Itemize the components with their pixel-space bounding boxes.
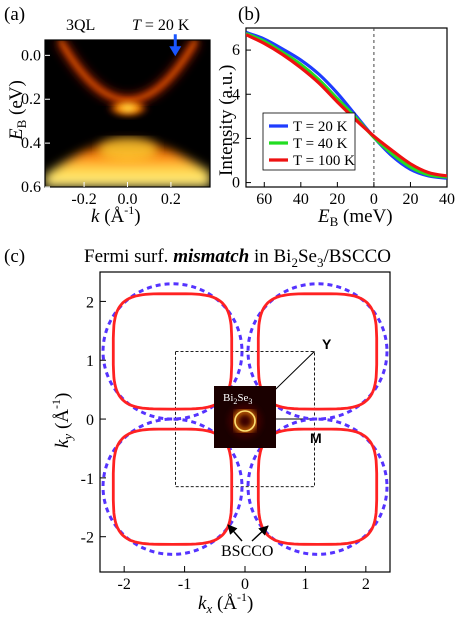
legend: T = 20 KT = 40 KT = 100 K [262, 112, 356, 171]
x-tick-label: -1 [178, 576, 191, 593]
panel-c-xlabel: kx (Å-1) [198, 590, 253, 616]
x-tick-label: 40 [293, 191, 309, 208]
legend-label: T = 20 K [293, 119, 348, 135]
y-tick-label: 0.2 [21, 91, 41, 108]
y-point-label: Y [322, 336, 332, 352]
panel-b-ylabel: Intensity (a.u.) [216, 65, 237, 176]
panel-b-letter: (b) [238, 4, 260, 25]
sample-label: 3QL [66, 17, 95, 34]
y-tick-label: 4 [232, 86, 240, 103]
x-tick-label: 2 [362, 576, 370, 593]
panel-a: (a) 3QL T = 20 K -0.2 0.0 0.20.00.20.40.6 … [4, 4, 211, 227]
y-tick-label: 0.6 [21, 179, 41, 196]
y-tick-label: -1 [81, 471, 94, 488]
panel-b-xlabel: EB (meV) [317, 206, 393, 229]
panel-a-letter: (a) [4, 4, 25, 25]
panel-a-ylabel: EB (eV) [6, 80, 29, 141]
series-line-t-100-k [246, 33, 447, 178]
panel-b: (b) 60 40 20 0 20 40 0 2 4 6 T = 20 KT = 40 KT = … [216, 4, 455, 229]
x-tick-label: 0.0 [118, 191, 138, 208]
bscco-fermi-surface [246, 417, 389, 556]
y-tick-label: 0 [86, 412, 94, 429]
panel-c: (c) Fermi surf. mismatch in Bi2Se3/BSCCO… [4, 246, 391, 616]
bscco-fermi-surface [101, 282, 244, 421]
panel-b-ticks: 60 40 20 0 20 40 0 2 4 6 [232, 42, 455, 208]
heatmap-bands [45, 40, 210, 187]
blue-arrow [169, 34, 182, 57]
bscco-fermi-surface [101, 417, 244, 556]
cone-vertex-glow [106, 98, 150, 118]
x-tick-label: 60 [256, 191, 272, 208]
inset-fermi-ring [234, 410, 256, 432]
blue-arrow-head [169, 46, 182, 57]
y-tick-label: 0.4 [21, 135, 41, 152]
bscco-arrow-left [227, 524, 243, 542]
m-point-label: M [310, 430, 322, 446]
series-line-t-40-k [246, 32, 447, 179]
bi2se3-fermi-surface [256, 427, 379, 546]
bscco-fermi-surface [246, 282, 389, 421]
intensity-curves [246, 30, 447, 180]
x-tick-label: 40 [439, 191, 455, 208]
legend-label: T = 40 K [293, 136, 348, 152]
y-tick-label: 2 [232, 130, 240, 147]
y-tick-label: 0.0 [21, 47, 41, 64]
y-tick-label: 2 [86, 294, 94, 311]
x-tick-label: -2 [118, 576, 131, 593]
x-tick-label: 0.2 [161, 191, 181, 208]
x-tick-label: 1 [301, 576, 309, 593]
y-tick-label: 1 [86, 353, 94, 370]
panel-c-ylabel: ky (Å-1) [49, 393, 75, 448]
inset-label: Bi2Se3 [223, 392, 252, 406]
x-tick-label: 0 [370, 191, 378, 208]
lower-band-hotspot [98, 138, 158, 162]
x-tick-label: 20 [329, 191, 345, 208]
y-tick-label: -2 [81, 530, 94, 547]
temperature-label: T = 20 K [132, 17, 190, 34]
y-tick-label: 0 [232, 175, 240, 192]
bi2se3-inset: Bi2Se3 [214, 386, 276, 448]
panel-c-title: Fermi surf. mismatch in Bi2Se3/BSCCO [84, 246, 391, 270]
x-tick-label: -0.2 [71, 191, 96, 208]
bscco-arrow-right [251, 525, 269, 542]
panel-a-ticks: -0.2 0.0 0.2 0.0 0.2 0.4 0.6 [21, 47, 181, 208]
bscco-label: BSCCO [221, 543, 273, 560]
panel-a-xlabel: k (Å-1) [91, 203, 141, 227]
panel-c-ticks: -2 -1 0 1 2 2 1 0 -1 -2 [81, 294, 370, 593]
y-tick-label: 6 [232, 42, 240, 59]
inset-halo [228, 404, 262, 438]
panel-c-letter: (c) [4, 246, 25, 267]
legend-label: T = 100 K [293, 153, 355, 169]
x-tick-label: 20 [402, 191, 418, 208]
series-line-t-20-k [246, 30, 447, 180]
x-tick-label: 0 [241, 576, 249, 593]
bi2se3-fermi-surface [256, 292, 379, 411]
